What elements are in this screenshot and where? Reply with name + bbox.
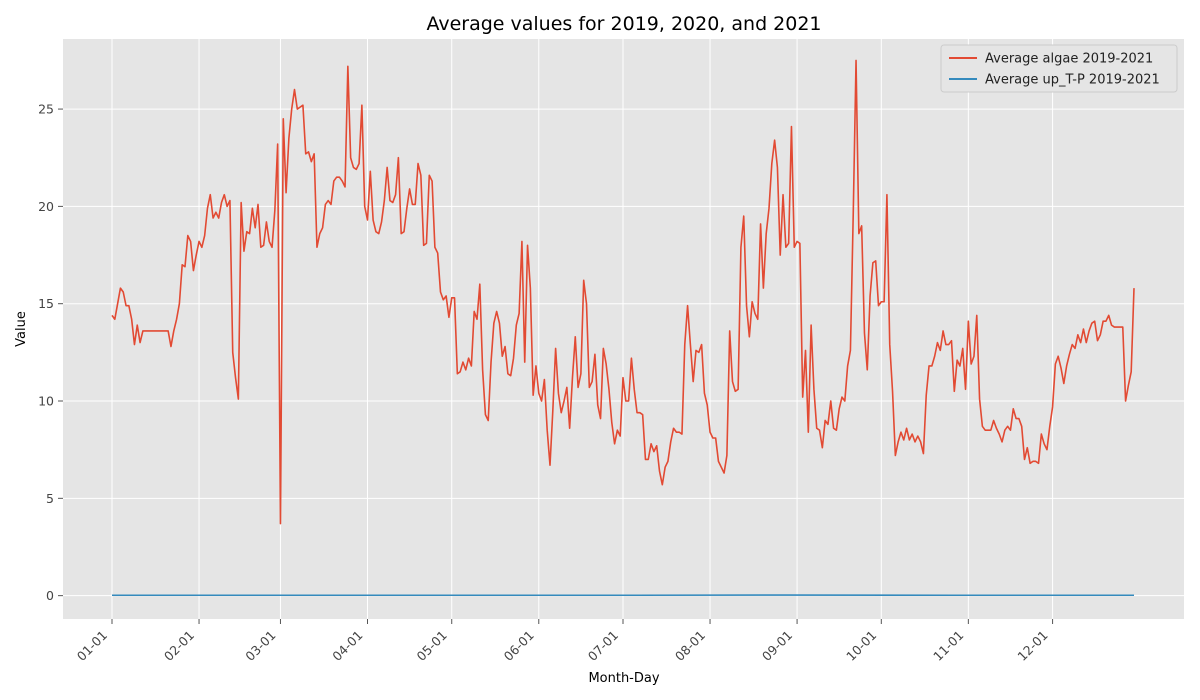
x-tick-label: 09-01 (759, 628, 795, 664)
x-tick-label: 10-01 (843, 628, 879, 664)
x-tick-label: 07-01 (585, 628, 621, 664)
x-tick-label: 02-01 (161, 628, 197, 664)
chart-title: Average values for 2019, 2020, and 2021 (426, 13, 821, 35)
grid-lines (63, 39, 1184, 619)
y-tick-label: 5 (46, 491, 54, 506)
x-tick-label: 01-01 (74, 628, 110, 664)
legend-box (940, 44, 1178, 93)
x-tick-label: 05-01 (414, 628, 450, 664)
y-tick-label: 25 (38, 102, 54, 117)
y-tick-label: 0 (46, 588, 54, 603)
x-tick-label: 04-01 (329, 628, 365, 664)
y-tick-label: 20 (38, 199, 54, 214)
x-tick-label: 03-01 (242, 628, 278, 664)
x-axis-label: Month-Day (588, 671, 659, 686)
x-tick-label: 12-01 (1014, 628, 1050, 664)
series-line-1 (111, 59, 1135, 525)
x-tick-label: 06-01 (501, 628, 537, 664)
legend-label: Average up_T-P 2019-2021 (985, 73, 1160, 88)
legend: Average algae 2019-2021 Average up_T-P 20… (940, 44, 1178, 93)
legend-label: Average algae 2019-2021 (985, 52, 1153, 67)
x-tick-label: 08-01 (672, 628, 708, 664)
y-axis-label: Value (14, 311, 29, 347)
y-tick-label: 10 (38, 394, 54, 409)
series-lines (111, 59, 1135, 597)
y-tick-label: 15 (38, 296, 54, 311)
x-tick-label: 11-01 (930, 628, 966, 664)
